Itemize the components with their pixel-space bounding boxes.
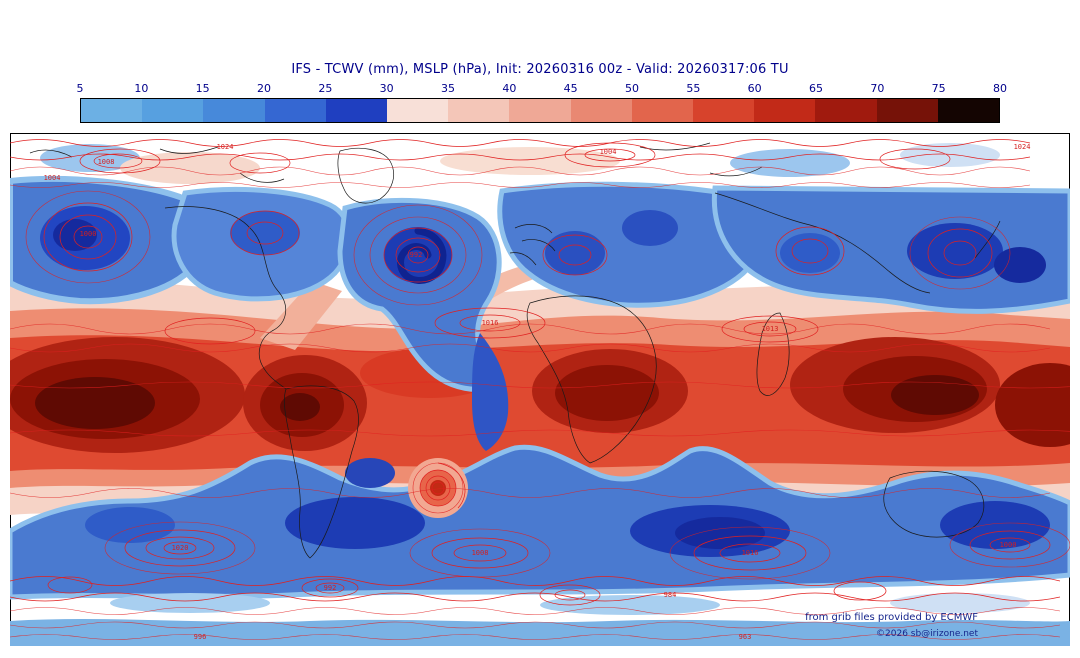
colorbar-segment-55 bbox=[693, 99, 755, 122]
credit-copyright: ©2026 sb@irizone.net bbox=[876, 629, 978, 639]
colorbar-segment-25 bbox=[325, 99, 388, 122]
colorbar-tick-70: 70 bbox=[870, 82, 885, 95]
colorbar-tick-10: 10 bbox=[134, 82, 149, 95]
colorbar-segment-50 bbox=[631, 99, 694, 122]
contour-label: 1020 bbox=[172, 544, 189, 552]
colorbar-segment-75 bbox=[937, 99, 1000, 122]
colorbar-tick-30: 30 bbox=[379, 82, 394, 95]
colorbar-tick-15: 15 bbox=[195, 82, 210, 95]
colorbar-segment-15 bbox=[203, 99, 265, 122]
mslp-contours bbox=[9, 139, 1080, 640]
colorbar-tick-20: 20 bbox=[257, 82, 271, 95]
colorbar-tick-35: 35 bbox=[441, 82, 455, 95]
colorbar-tick-25: 25 bbox=[318, 82, 333, 95]
contour-label: 996 bbox=[194, 633, 207, 641]
contour-label: 984 bbox=[664, 591, 677, 599]
contour-label: 1008 bbox=[98, 158, 115, 166]
contour-label: 1008 bbox=[472, 549, 489, 557]
colorbar-segment-10 bbox=[142, 99, 204, 122]
colorbar-segment-30 bbox=[387, 99, 449, 122]
colorbar-tick-80: 80 bbox=[993, 82, 1007, 95]
contour-label: 1016 bbox=[742, 549, 759, 557]
colorbar-segment-65 bbox=[815, 99, 877, 122]
credit-source: from grib files provided by ECMWF bbox=[805, 612, 978, 623]
world-map: 1024 1008 1004 1004 1024 992 1000 1016 1013 1020 1… bbox=[0, 133, 1080, 646]
colorbar-tick-45: 45 bbox=[563, 82, 578, 95]
contour-label: 1000 bbox=[1000, 541, 1017, 549]
page-title: IFS - TCWV (mm), MSLP (hPa), Init: 20260… bbox=[291, 62, 789, 77]
colorbar-segment-60 bbox=[754, 99, 816, 122]
contour-labels: 1024 1008 1004 1004 1024 992 1000 1016 1013 1020 1… bbox=[44, 143, 1031, 641]
colorbar-tick-75: 75 bbox=[931, 82, 946, 95]
colorbar-tick-labels: 5 10 15 20 25 30 35 40 45 50 55 60 65 70 75 80 bbox=[76, 82, 1008, 96]
colorbar-tick-50: 50 bbox=[625, 82, 639, 95]
contour-label: 1013 bbox=[762, 325, 779, 333]
colorbar-bar bbox=[80, 98, 1000, 123]
colorbar-tick-55: 55 bbox=[686, 82, 701, 95]
colorbar-tick-60: 60 bbox=[747, 82, 762, 95]
tcwv-field bbox=[0, 143, 1080, 646]
tcwv-mslp-map: 1024 1008 1004 1004 1024 992 1000 1016 1013 1020 1… bbox=[0, 133, 1080, 646]
contour-label: 1016 bbox=[482, 319, 499, 327]
colorbar-tick-5: 5 bbox=[76, 82, 84, 95]
contour-label: 992 bbox=[324, 584, 337, 592]
colorbar-segment-45 bbox=[570, 99, 632, 122]
contour-label: 1024 bbox=[1014, 143, 1031, 151]
contour-label: 1004 bbox=[44, 174, 61, 182]
contour-label: 1000 bbox=[80, 230, 97, 238]
contour-label: 963 bbox=[739, 633, 752, 641]
colorbar: 5 10 15 20 25 30 35 40 45 50 55 60 65 70 75 80 bbox=[76, 82, 1008, 123]
contour-label: 1024 bbox=[217, 143, 234, 151]
contour-label: 1004 bbox=[600, 148, 617, 156]
colorbar-segment-20 bbox=[264, 99, 326, 122]
colorbar-segment-70 bbox=[876, 99, 938, 122]
contour-label: 992 bbox=[410, 251, 423, 259]
colorbar-segment-35 bbox=[448, 99, 510, 122]
colorbar-segment-40 bbox=[509, 99, 571, 122]
colorbar-tick-65: 65 bbox=[809, 82, 823, 95]
coastlines bbox=[29, 142, 1001, 559]
colorbar-tick-40: 40 bbox=[502, 82, 517, 95]
colorbar-segment-5 bbox=[81, 99, 143, 122]
